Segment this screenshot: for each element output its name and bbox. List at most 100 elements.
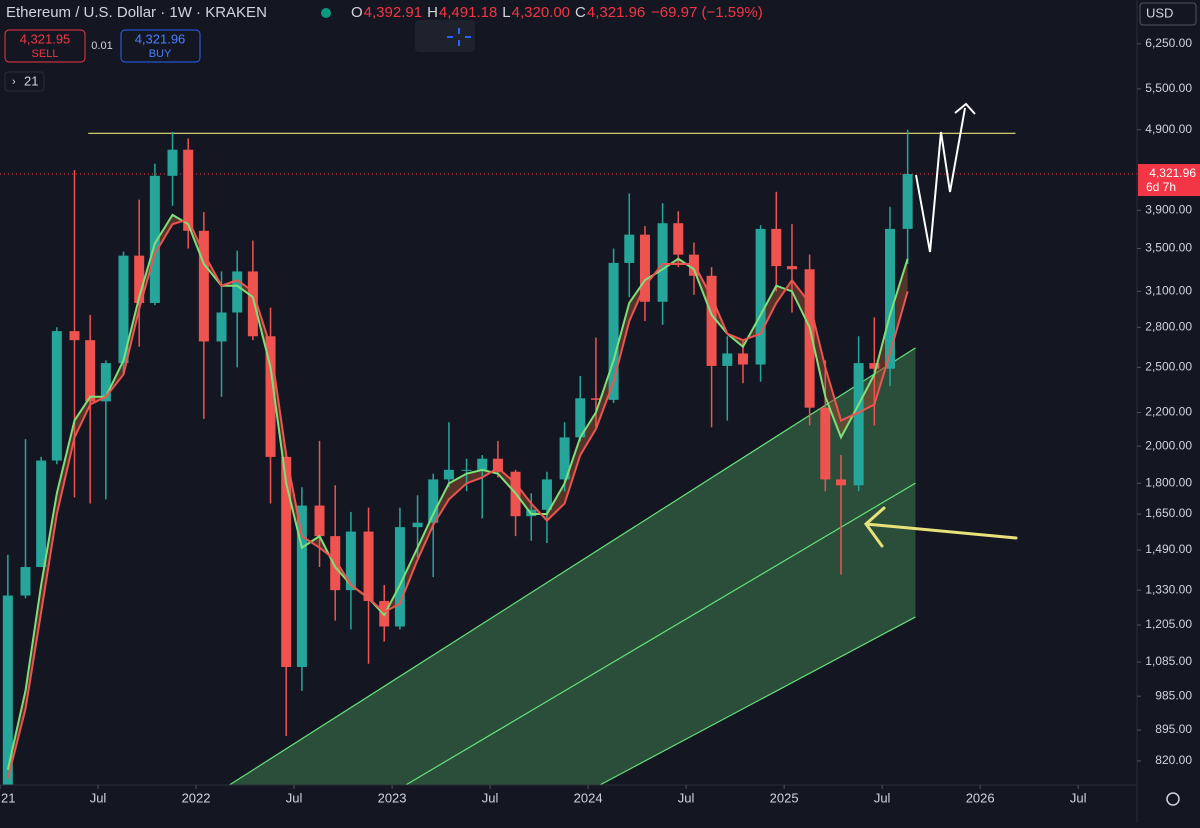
candle-body [786,266,797,270]
candle-body [149,175,160,303]
y-tick-label: 2,800.00 [1145,319,1192,333]
x-tick-label: Jul [286,790,303,805]
spread: 0.01 [91,40,112,52]
x-tick-label: 21 [1,790,15,805]
candle-body [247,271,258,337]
candle-body [477,458,488,470]
candle-body [673,223,684,255]
last-price-tag [1138,164,1200,197]
market-status [321,8,331,18]
last-price-label: 4,321.96 [1149,166,1196,180]
collapse-icon: › [12,76,16,88]
y-tick-label: 3,500.00 [1145,241,1192,255]
x-tick-label: 2024 [574,790,603,805]
ohlc-value: 4,320.00 [512,4,570,21]
candle-body [608,262,619,400]
candle-body [281,456,292,667]
candle-body [118,255,129,364]
y-tick-label: 6,250.00 [1145,36,1192,50]
y-tick-label: 4,900.00 [1145,122,1192,136]
countdown: 6d 7h [1146,180,1176,194]
x-tick-label: 2026 [966,790,995,805]
candle-body [85,340,96,402]
candle-body [2,595,13,785]
x-tick-label: Jul [874,790,891,805]
candle-body [296,505,307,667]
buy-price: 4,321.96 [135,31,186,46]
ohlc-value: 4,321.96 [587,4,645,21]
y-tick-label: 985.00 [1155,688,1192,702]
x-tick-label: Jul [1070,790,1087,805]
ohlc-value: 4,392.91 [364,4,422,21]
candle-body [51,331,62,461]
ohlc-value: 4,491.18 [439,4,497,21]
sell-button[interactable] [4,29,86,63]
header: Ethereum / U.S. Dollar · 1W · KRAKEN O 4,… [6,4,763,21]
candle-body [492,458,503,472]
change: −69.97 (−1.59%) [651,4,763,21]
ohlc-key: C [575,4,586,21]
candle-body [869,363,880,369]
candle-body [722,353,733,366]
y-tick-label: 895.00 [1155,722,1192,736]
ma-slow-line [6,218,909,779]
y-tick-label: 2,500.00 [1145,359,1192,373]
candle-body [314,505,325,537]
buy-label: BUY [149,48,172,60]
x-tick-label: 2023 [378,790,407,805]
candle-body [363,531,374,601]
y-tick-label: 5,500.00 [1145,81,1192,95]
candle-body [737,353,748,365]
y-tick-label: 1,085.00 [1145,654,1192,668]
projection-arrow [915,102,976,253]
candle-body [884,228,895,369]
candle-body [575,398,586,438]
candle-body [216,312,227,342]
sell-price: 4,321.95 [20,31,71,46]
y-tick-label: 3,900.00 [1145,202,1192,216]
candle-body [771,228,782,267]
candle-body [820,407,831,480]
y-tick-label: 1,205.00 [1145,617,1192,631]
channel-line [599,616,916,785]
candle-body [265,336,276,457]
candle-body [639,234,650,302]
candle-body [394,527,405,627]
indicator: 21 [24,73,38,88]
x-tick-label: Jul [482,790,499,805]
candle-body [657,223,668,302]
y-tick-label: 820.00 [1155,753,1192,767]
candle-body [624,234,635,263]
candle-body [232,271,243,313]
candle-body [412,522,423,528]
y-tick-label: 2,000.00 [1145,438,1192,452]
candle-body [755,228,766,365]
candle-body [183,149,194,231]
candle-body [428,479,439,523]
settings-icon[interactable] [1166,792,1180,806]
y-tick-label: 2,200.00 [1145,405,1192,419]
candle-body [541,479,552,510]
candle-body [198,230,209,342]
ohlc-key: H [427,4,438,21]
candle-body [804,269,815,408]
candle-body [20,567,31,596]
symbol: Ethereum / U.S. Dollar · 1W · KRAKEN [6,4,267,21]
indicator-toggle[interactable] [4,71,45,92]
x-tick-label: 2022 [182,790,211,805]
home-arrow [863,506,1018,548]
buy-button[interactable] [120,29,201,63]
ohlc-key: L [502,4,510,21]
candle-body [443,469,454,480]
candle-body [835,479,846,486]
currency-select[interactable] [1139,2,1197,26]
plot-area [0,129,1137,785]
sell-label: SELL [32,48,59,60]
candle-body [559,437,570,480]
y-tick-label: 1,490.00 [1145,542,1192,556]
crosshair-icon [447,28,471,46]
y-tick-label: 1,330.00 [1145,582,1192,596]
ohlc: O 4,392.91 H 4,491.18 L 4,320.00 C 4,321.96 [351,4,645,21]
